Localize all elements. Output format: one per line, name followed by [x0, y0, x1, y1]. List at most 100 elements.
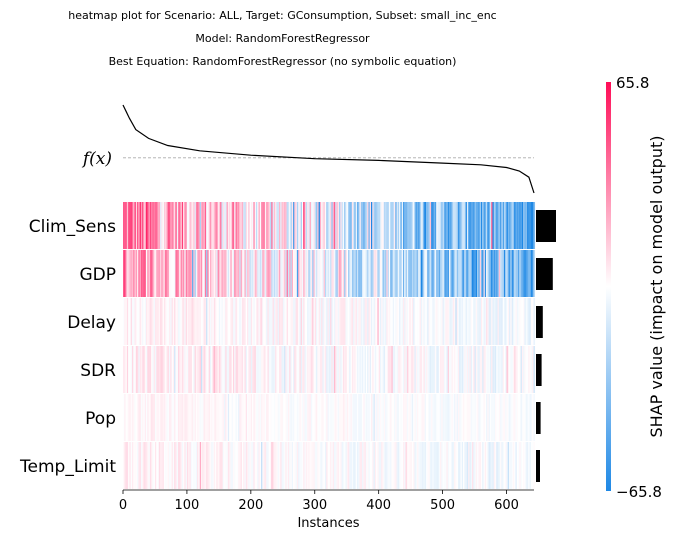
heatmap-cell [521, 442, 524, 489]
heatmap-cell [368, 202, 371, 249]
heatmap-cell [469, 202, 472, 249]
heatmap-cell [434, 346, 437, 393]
heatmap-cell [512, 346, 515, 393]
heatmap-cell [405, 346, 408, 393]
heatmap-cell [524, 250, 527, 297]
heatmap-cell [356, 394, 359, 441]
heatmap-cell [450, 298, 452, 345]
heatmap-cell [171, 394, 174, 441]
heatmap-cell [151, 202, 153, 249]
heatmap-cell [397, 346, 400, 393]
heatmap-cell [296, 442, 299, 489]
heatmap-cell [247, 394, 249, 441]
heatmap-cell [209, 298, 212, 345]
heatmap-cell [290, 442, 293, 489]
heatmap-cell [443, 250, 446, 297]
heatmap-cell [125, 442, 128, 489]
heatmap-cell [474, 298, 477, 345]
heatmap-cell [163, 346, 166, 393]
heatmap-cell [358, 346, 360, 393]
heatmap-cell [238, 202, 240, 249]
heatmap-cell [186, 442, 189, 489]
heatmap-cell [411, 250, 414, 297]
heatmap-cell [258, 394, 261, 441]
heatmap-cell [358, 202, 360, 249]
heatmap-cell [273, 298, 276, 345]
heatmap-cell [137, 394, 139, 441]
heatmap-cell [489, 298, 492, 345]
heatmap-cell [427, 202, 429, 249]
heatmap-cell [230, 250, 233, 297]
heatmap-cell [362, 202, 364, 249]
heatmap-cell [212, 202, 215, 249]
heatmap-cell [385, 202, 387, 249]
heatmap-cell [350, 202, 353, 249]
heatmap-cell [195, 298, 198, 345]
heatmap-cell [253, 394, 256, 441]
heatmap-cell [158, 250, 161, 297]
heatmap-cell [396, 298, 399, 345]
heatmap-cell [404, 202, 406, 249]
heatmap-cell [487, 442, 490, 489]
heatmap-cell [500, 250, 502, 297]
heatmap-cell [172, 250, 175, 297]
heatmap-cell [185, 298, 188, 345]
heatmap-cell [186, 346, 189, 393]
heatmap-cell [276, 298, 279, 345]
heatmap-cell [255, 202, 258, 249]
heatmap-cell [304, 394, 307, 441]
heatmap-cell [158, 346, 161, 393]
heatmap-cell [190, 442, 193, 489]
heatmap-cell [378, 394, 381, 441]
heatmap-cell [143, 442, 146, 489]
heatmap-cell [414, 394, 417, 441]
heatmap-cell [365, 442, 368, 489]
heatmap-cell [394, 346, 396, 393]
heatmap-cell [503, 250, 506, 297]
heatmap-cell [133, 250, 135, 297]
heatmap-cell [144, 202, 147, 249]
heatmap-cell [290, 250, 293, 297]
heatmap-cell [414, 202, 417, 249]
heatmap-cell [213, 394, 216, 441]
heatmap-cell [400, 202, 403, 249]
heatmap-cell [379, 394, 382, 441]
heatmap-cell [420, 346, 423, 393]
heatmap-cell [142, 298, 144, 345]
heatmap-cell [505, 442, 507, 489]
heatmap-cell [183, 202, 185, 249]
heatmap-cell [479, 442, 482, 489]
heatmap-cell [195, 202, 198, 249]
heatmap-cell [428, 250, 431, 297]
heatmap-cell [377, 250, 380, 297]
heatmap-cell [222, 202, 225, 249]
heatmap-cell [495, 202, 497, 249]
heatmap-cell [427, 442, 429, 489]
heatmap-cell [377, 298, 380, 345]
chart-title-line-3: Best Equation: RandomForestRegressor (no… [108, 55, 457, 68]
heatmap-cell [348, 202, 350, 249]
heatmap-cell [134, 442, 137, 489]
heatmap-cell [255, 250, 258, 297]
heatmap-cell [432, 250, 435, 297]
heatmap-cell [221, 250, 224, 297]
heatmap-cell [216, 298, 218, 345]
heatmap-cell [456, 394, 459, 441]
heatmap-cell [528, 394, 530, 441]
heatmap-cell [204, 202, 207, 249]
heatmap-cell [147, 346, 149, 393]
heatmap-cell [229, 442, 231, 489]
heatmap-cell [180, 394, 183, 441]
heatmap-cell [298, 346, 300, 393]
heatmap-cell [328, 250, 331, 297]
heatmap-cell [291, 250, 294, 297]
heatmap-cell [179, 346, 181, 393]
heatmap-cell [232, 298, 235, 345]
heatmap-cell [165, 394, 167, 441]
heatmap-cell [305, 250, 308, 297]
heatmap-cell [478, 442, 481, 489]
heatmap-cell [516, 346, 519, 393]
heatmap-cell [424, 442, 427, 489]
heatmap-cell [460, 250, 463, 297]
heatmap-cell [505, 394, 507, 441]
